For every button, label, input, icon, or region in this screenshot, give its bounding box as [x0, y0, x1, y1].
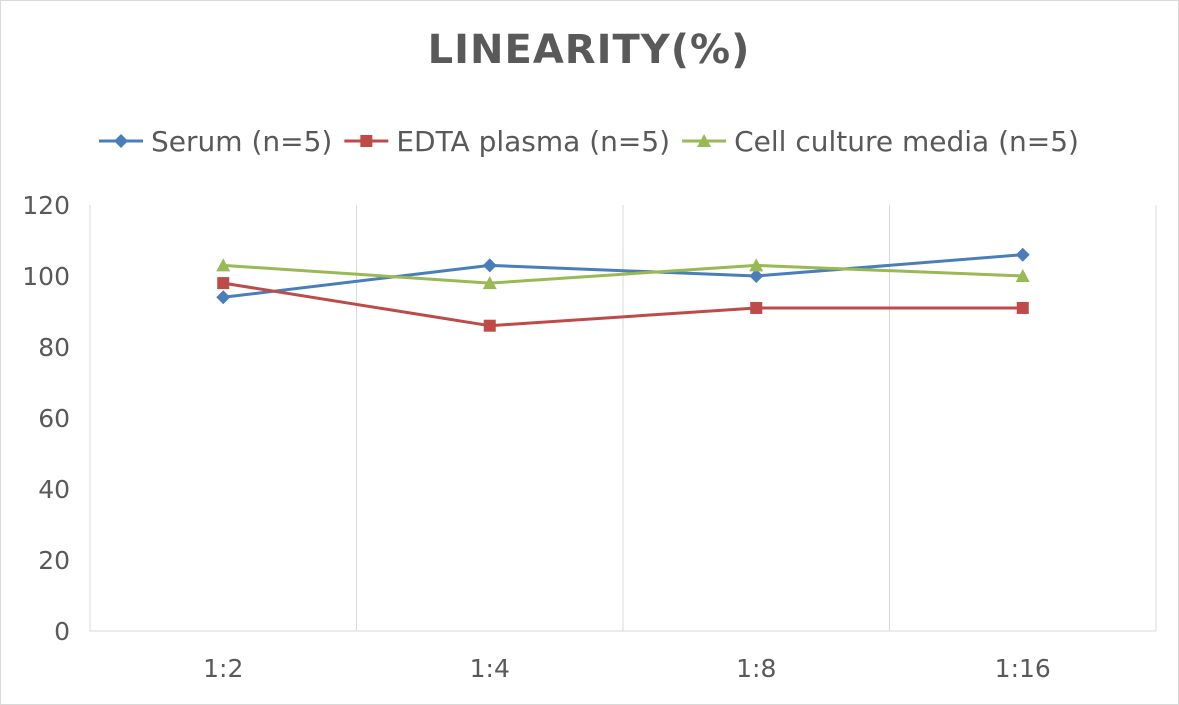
series-3 — [216, 258, 1030, 290]
x-tick-label: 1:2 — [203, 654, 243, 683]
legend-marker — [360, 135, 373, 147]
series-2 — [217, 277, 1029, 332]
data-point — [1015, 269, 1030, 282]
legend-label: Cell culture media (n=5) — [734, 125, 1079, 158]
y-tick-label: 120 — [22, 191, 70, 220]
data-point — [1015, 247, 1030, 262]
y-tick-label: 80 — [38, 333, 70, 362]
legend: Serum (n=5) EDTA plasma (n=5) Cell culture… — [99, 125, 1079, 158]
data-point — [217, 277, 230, 290]
series-line — [223, 263, 1023, 285]
gridlines — [89, 205, 1157, 631]
data-point — [750, 301, 763, 314]
y-tick-label: 60 — [38, 404, 70, 433]
x-tick-label: 1:16 — [995, 654, 1051, 683]
data-point — [749, 258, 764, 272]
axes: 0 20 40 60 80 100 120 1:2 1:4 1:8 1:16 — [22, 191, 1156, 683]
legend-marker — [114, 134, 129, 148]
x-tick-label: 1:8 — [736, 654, 776, 683]
x-tick-label: 1:4 — [470, 654, 510, 683]
y-tick-label: 100 — [22, 262, 70, 291]
data-point — [1016, 301, 1029, 314]
data-point — [482, 258, 497, 273]
y-tick-label: 20 — [38, 546, 70, 575]
data-point — [216, 258, 231, 272]
legend-item: EDTA plasma (n=5) — [344, 125, 670, 158]
legend-label: EDTA plasma (n=5) — [396, 125, 670, 158]
series-line — [223, 253, 1023, 299]
legend-marker — [697, 134, 712, 147]
legend-label: Serum (n=5) — [151, 125, 332, 158]
y-tick-label: 40 — [38, 475, 70, 504]
data-point — [749, 269, 764, 283]
series-1 — [216, 247, 1030, 305]
data-point — [483, 319, 496, 332]
data-point — [216, 290, 231, 305]
data-point — [482, 276, 497, 290]
chart-title: LINEARITY(%) — [428, 27, 751, 73]
legend-item: Serum (n=5) — [99, 125, 332, 158]
y-tick-label: 0 — [54, 617, 70, 646]
legend-item: Cell culture media (n=5) — [682, 125, 1079, 158]
series-layer — [216, 247, 1030, 332]
series-line — [223, 281, 1023, 328]
